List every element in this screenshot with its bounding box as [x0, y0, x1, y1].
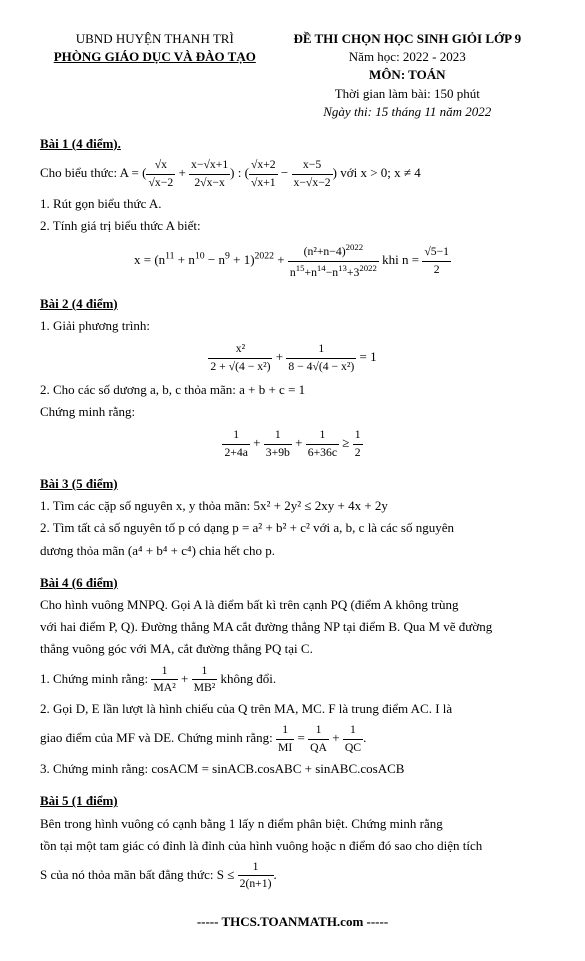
bai4-item1: 1. Chứng minh rằng: 1MA² + 1MB² không đổ…	[40, 663, 545, 697]
header-right-2: Năm học: 2022 - 2023	[270, 48, 545, 66]
bai4-intro1: Cho hình vuông MNPQ. Gọi A là điểm bất k…	[40, 596, 545, 614]
bai2-formula2: 12+4a + 13+9b + 16+36c ≥ 12	[40, 427, 545, 461]
bai2-title: Bài 2 (4 điểm)	[40, 295, 545, 313]
bai2-chung: Chứng minh rằng:	[40, 403, 545, 421]
header-right-3: MÔN: TOÁN	[270, 66, 545, 84]
bai4-intro2: với hai điểm P, Q). Đường thẳng MA cắt đ…	[40, 618, 545, 636]
header-right-5: Ngày thi: 15 tháng 11 năm 2022	[270, 103, 545, 121]
bai3-item1: 1. Tìm các cặp số nguyên x, y thỏa mãn: …	[40, 497, 545, 515]
bai1-title: Bài 1 (4 điểm).	[40, 135, 545, 153]
header-right-4: Thời gian làm bài: 150 phút	[270, 85, 545, 103]
bai4-item1-end: không đổi.	[221, 670, 277, 685]
bai4-item1-text: 1. Chứng minh rằng:	[40, 670, 151, 685]
header-left-1: UBND HUYỆN THANH TRÌ	[40, 30, 270, 48]
bai4-item2a: 2. Gọi D, E lần lượt là hình chiếu của Q…	[40, 700, 545, 718]
bai4-item2b-text: giao điểm của MF và DE. Chứng minh rằng:	[40, 730, 276, 745]
header-left-2: PHÒNG GIÁO DỤC VÀ ĐÀO TẠO	[40, 48, 270, 66]
bai3-title: Bài 3 (5 điểm)	[40, 475, 545, 493]
bai1-cond: với x > 0; x ≠ 4	[340, 165, 421, 180]
bai5-p1: Bên trong hình vuông có cạnh bằng 1 lấy …	[40, 815, 545, 833]
bai2-item2: 2. Cho các số dương a, b, c thỏa mãn: a …	[40, 381, 545, 399]
bai1-cho-text: Cho biểu thức: A =	[40, 165, 142, 180]
bai2-formula1: x²2 + √(4 − x²) + 18 − 4√(4 − x²) = 1	[40, 341, 545, 375]
bai1-khi: khi n =	[382, 252, 422, 267]
bai4-intro3: thẳng vuông góc với MA, cắt đường thẳng …	[40, 640, 545, 658]
bai4-item2b: giao điểm của MF và DE. Chứng minh rằng:…	[40, 722, 545, 756]
bai3-item2b: dương thỏa mãn (a⁴ + b⁴ + c⁴) chia hết c…	[40, 542, 545, 560]
bai5-p2: tồn tại một tam giác có đỉnh là đỉnh của…	[40, 837, 545, 855]
bai1-item1: 1. Rút gọn biểu thức A.	[40, 195, 545, 213]
bai4-item3: 3. Chứng minh rằng: cosACM = sinACB.cosA…	[40, 760, 545, 778]
bai1-item2: 2. Tính giá trị biểu thức A biết:	[40, 217, 545, 235]
header-right-1: ĐỀ THI CHỌN HỌC SINH GIỎI LỚP 9	[270, 30, 545, 48]
bai5-title: Bài 5 (1 điểm)	[40, 792, 545, 810]
bai4-title: Bài 4 (6 điểm)	[40, 574, 545, 592]
bai5-p3: S của nó thỏa mãn bất đẳng thức: S ≤ 12(…	[40, 859, 545, 893]
footer: ----- THCS.TOANMATH.com -----	[40, 913, 545, 931]
bai1-cho: Cho biểu thức: A = (√x√x−2 + x−√x+12√x−x…	[40, 157, 545, 191]
bai5-p3-text: S của nó thỏa mãn bất đẳng thức: S ≤	[40, 867, 238, 882]
bai3-item2a: 2. Tìm tất cả số nguyên tố p có dạng p =…	[40, 519, 545, 537]
bai1-formula: x = (n11 + n10 − n9 + 1)2022 + (n²+n−4)2…	[40, 241, 545, 281]
bai2-item1: 1. Giải phương trình:	[40, 317, 545, 335]
